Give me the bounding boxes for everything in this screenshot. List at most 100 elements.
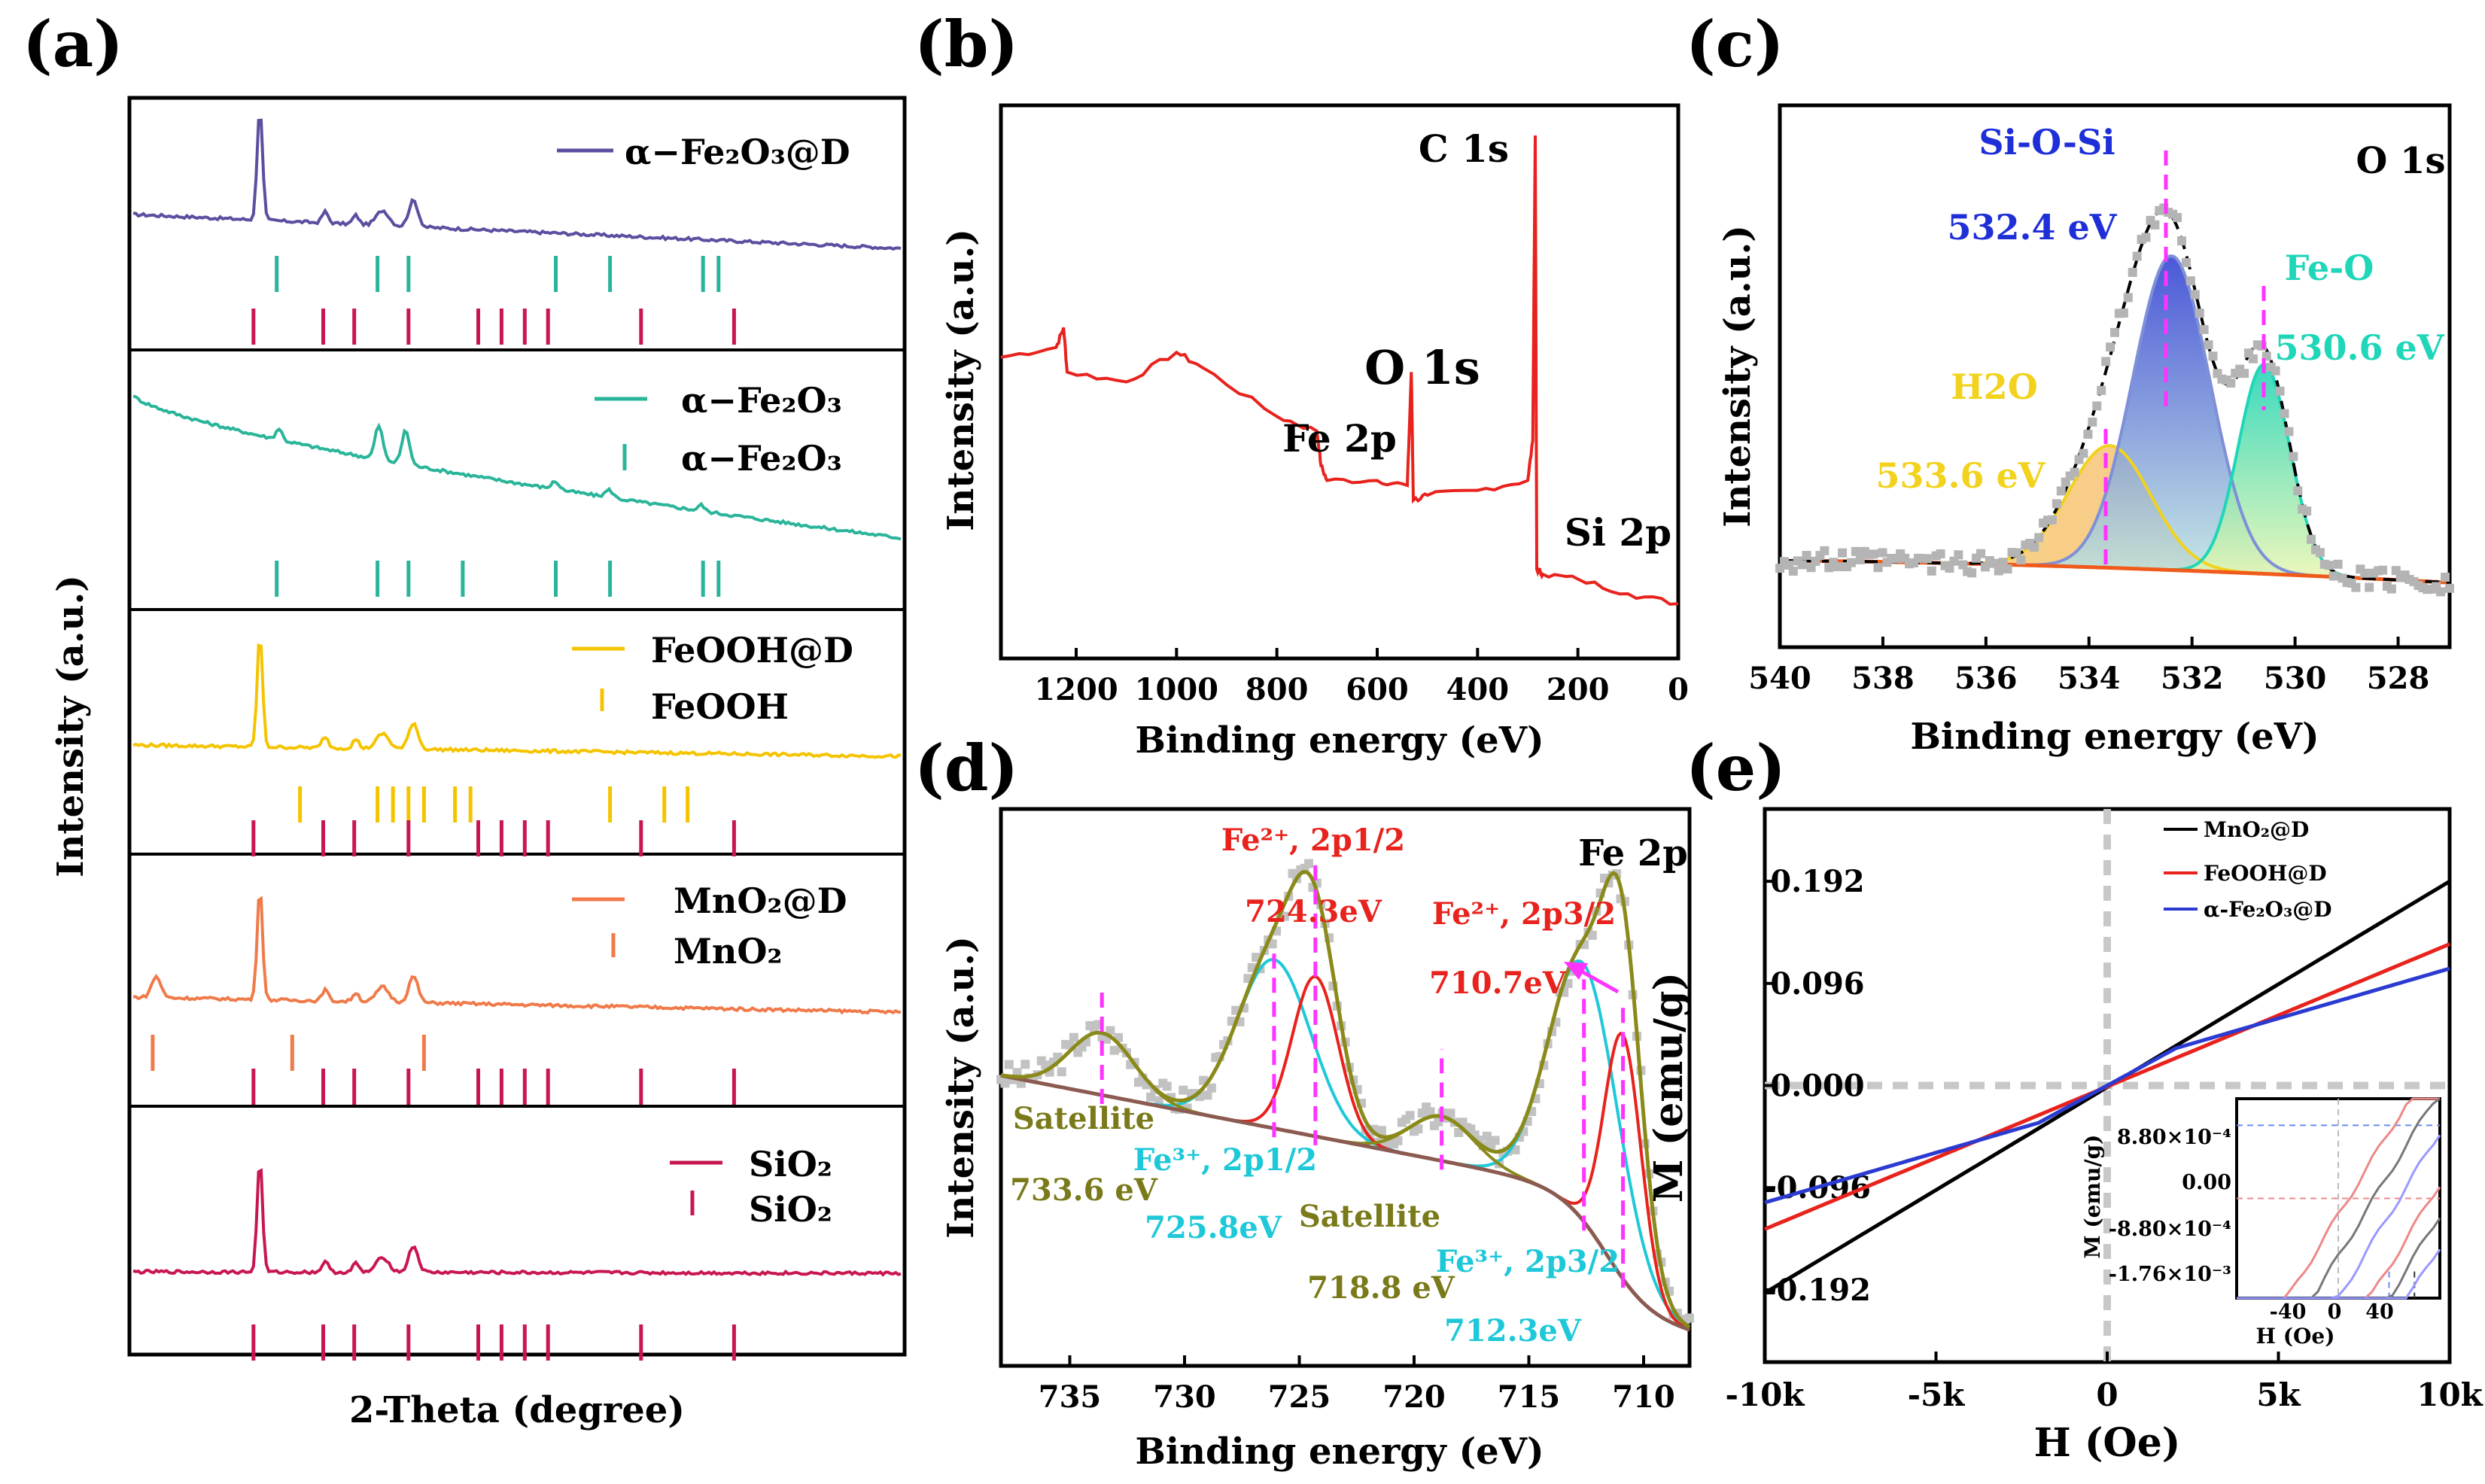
panel-e-xlabel: H (Oe)	[2034, 1420, 2181, 1466]
data-point	[2118, 309, 2128, 318]
legend-label: FeOOH@D	[651, 630, 853, 671]
data-point	[1820, 546, 1830, 555]
data-point	[2079, 449, 2088, 458]
data-point	[1482, 1131, 1492, 1141]
data-point	[1945, 564, 1954, 573]
data-point	[1405, 1111, 1415, 1121]
panel-d-xlabel: Binding energy (eV)	[1135, 1431, 1544, 1473]
panel-a-ylabel: Intensity (a.u.)	[50, 575, 92, 877]
data-point	[1425, 1107, 1435, 1117]
x-tick-label: 400	[1446, 672, 1510, 707]
annotation-fe2-2p12: Fe²⁺, 2p1/2	[1221, 823, 1405, 858]
data-point	[1393, 1136, 1403, 1145]
data-point	[1454, 1127, 1464, 1137]
data-point	[1154, 1096, 1163, 1105]
series-fe2o3d	[132, 118, 902, 251]
data-point	[1994, 566, 2003, 576]
series-sio2	[132, 1168, 902, 1277]
data-point	[2097, 385, 2106, 395]
panel-a-xlabel: 2-Theta (degree)	[349, 1389, 685, 1431]
x-tick-label: 710	[1612, 1379, 1675, 1415]
data-point	[1855, 555, 1865, 564]
data-point	[1873, 563, 1883, 573]
data-point	[1797, 560, 1807, 570]
x-tick-label: 800	[1246, 672, 1309, 707]
annotation-fe3-2p32: Fe³⁺, 2p3/2	[1436, 1244, 1620, 1279]
data-point	[2391, 566, 2401, 576]
data-point	[2141, 233, 2151, 242]
data-point	[1304, 859, 1314, 868]
inset-ytick: 0.00	[2182, 1171, 2231, 1194]
inset-xtick: 0	[2328, 1300, 2342, 1324]
data-point	[2128, 267, 2137, 277]
data-point	[1057, 1067, 1066, 1077]
data-point	[2248, 354, 2258, 363]
data-point	[2333, 559, 2343, 569]
data-point	[2181, 257, 2191, 267]
x-tick-label: 720	[1382, 1379, 1446, 1415]
annotation-o1s: O 1s	[1364, 340, 1480, 395]
annotation-710-7: 710.7eV	[1429, 966, 1567, 1001]
panel-letter-b: (b)	[914, 7, 1018, 81]
background-line	[1000, 1073, 1690, 1332]
legend-afe2o3: α−Fe₂O₃ α−Fe₂O₃	[595, 380, 842, 479]
data-point	[2271, 366, 2280, 376]
data-point	[1851, 546, 1860, 556]
legend-afe2o3d: α−Fe₂O₃@D	[557, 132, 850, 172]
data-point	[2302, 506, 2312, 516]
annotation-si-o-si: Si-O-Si	[1979, 122, 2115, 163]
panel-a-frame	[127, 96, 907, 1357]
x-tick-label: 1200	[1034, 672, 1118, 707]
panel-b-ylabel: Intensity (a.u.)	[940, 229, 982, 531]
annotation-533-6: 533.6 eV	[1875, 455, 2045, 496]
series-survey	[1000, 135, 1679, 606]
x-tick-label: 1000	[1135, 672, 1218, 707]
data-point	[1838, 548, 1848, 558]
data-point	[2386, 584, 2396, 594]
data-point	[2132, 251, 2142, 261]
x-tick-label: -5k	[1908, 1376, 1966, 1413]
annotation-718-8: 718.8 eV	[1307, 1270, 1455, 1306]
annotation-fe3-2p12: Fe³⁺, 2p1/2	[1133, 1142, 1317, 1178]
data-point	[2110, 327, 2119, 337]
annotation-724-3: 724.3eV	[1245, 894, 1382, 929]
envelope-line	[1000, 869, 1691, 1329]
data-point	[2284, 427, 2294, 436]
x-tick-label: 200	[1547, 672, 1610, 707]
data-point	[1788, 566, 1798, 576]
panel-d: Intensity (a.u.) Binding energy (eV) 735…	[940, 807, 1694, 1473]
series-mno2d	[132, 896, 902, 1015]
panel-letter-a: (a)	[23, 7, 123, 81]
data-point	[1967, 568, 1977, 578]
x-tick-label: 5k	[2256, 1376, 2301, 1413]
data-point	[2106, 342, 2115, 352]
panel-d-ylabel: Intensity (a.u.)	[940, 936, 982, 1239]
annotation-satellite-1: Satellite	[1013, 1101, 1154, 1136]
panel-letter-c: (c)	[1686, 7, 1784, 81]
legend-feoohd: FeOOH@D FeOOH	[572, 630, 853, 727]
data-point	[1936, 549, 1945, 558]
panel-e: M (emu/g) H (Oe) -10k -5k 0 5k 10k 0.192 0.096…	[1646, 807, 2483, 1466]
inset-xtick: -40	[2270, 1300, 2307, 1324]
x-tick-label: 715	[1498, 1379, 1561, 1415]
data-point	[1146, 1092, 1156, 1102]
data-point	[2315, 548, 2325, 558]
data-point	[2324, 561, 2334, 570]
inset-ylabel: M (emu/g)	[2080, 1135, 2105, 1259]
legend-label: α-Fe₂O₃@D	[2204, 897, 2332, 922]
peak-fill-si-o-si	[1780, 255, 2450, 583]
x-tick-label: 540	[1748, 661, 1811, 696]
data-point	[1279, 911, 1289, 921]
data-point	[2445, 583, 2454, 593]
data-point	[2289, 452, 2298, 461]
data-point	[1413, 1124, 1423, 1134]
series-feoohd	[132, 643, 901, 759]
panel-c: Intensity (a.u.) Binding energy (eV) 540…	[1717, 103, 2454, 758]
y-tick-label: 0.000	[1770, 1069, 1864, 1104]
series-fe2o3	[132, 394, 902, 541]
data-point	[2441, 572, 2450, 582]
data-point	[2240, 369, 2249, 379]
data-point	[1685, 1313, 1694, 1323]
data-point	[2047, 515, 2057, 525]
panel-a: Intensity (a.u.) 2-Theta (degree) α−Fe₂O…	[50, 96, 907, 1431]
